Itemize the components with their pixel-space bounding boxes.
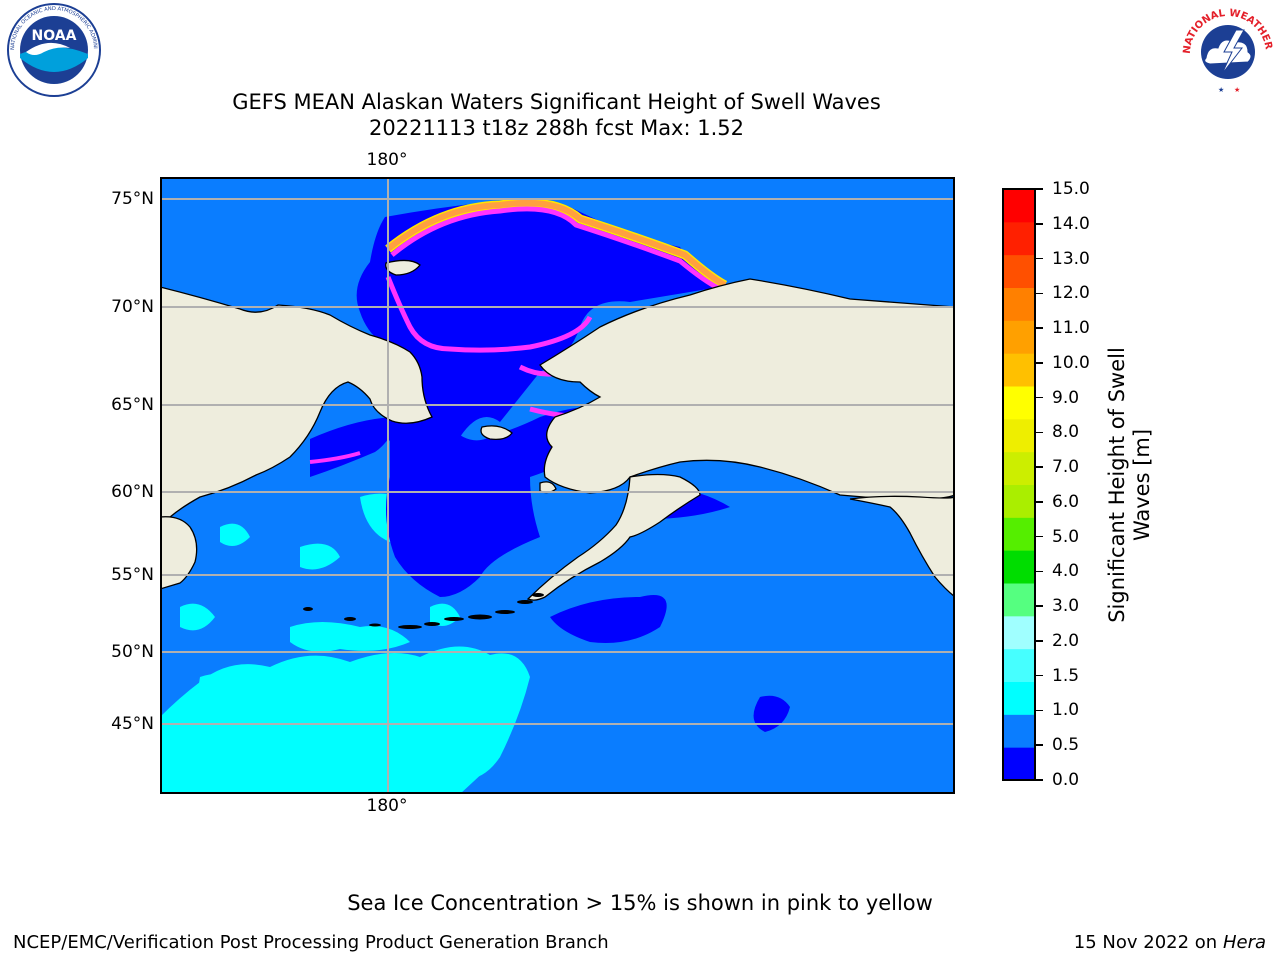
colorbar-tick-label: 15.0 [1052, 179, 1090, 199]
colorbar-tick-label: 6.0 [1052, 491, 1080, 512]
land-area [160, 259, 955, 601]
colorbar-bin [1003, 615, 1035, 650]
colorbar-tick-mark [1036, 362, 1043, 364]
map-panel [160, 177, 955, 794]
lat-label-70: 70°N [111, 297, 154, 317]
colorbar-tick-mark [1036, 640, 1043, 642]
org-credit: NCEP/EMC/Verification Post Processing Pr… [13, 932, 609, 953]
chart-title: GEFS MEAN Alaskan Waters Significant Hei… [232, 90, 881, 114]
colorbar-bin [1003, 681, 1035, 715]
colorbar [1002, 188, 1036, 781]
colorbar-tick-mark [1036, 466, 1043, 468]
colorbar-bin [1003, 648, 1035, 682]
colorbar-tick-label: 5.0 [1052, 526, 1080, 547]
colorbar-tick-mark [1036, 501, 1043, 503]
run-date: 15 Nov 2022 on Hera [1074, 932, 1266, 953]
colorbar-bin [1003, 189, 1035, 223]
lat-label-65: 65°N [111, 395, 154, 415]
colorbar-tick-label: 0.0 [1052, 770, 1080, 790]
colorbar-tick-label: 7.0 [1052, 457, 1080, 478]
colorbar-bin [1003, 714, 1035, 748]
colorbar-tick-mark [1036, 223, 1043, 225]
colorbar-tick-label: 4.0 [1052, 561, 1080, 582]
colorbar-bin [1003, 583, 1035, 617]
colorbar-tick-mark [1036, 605, 1043, 607]
colorbar-label-line1: Significant Height of Swell [1105, 347, 1129, 623]
lat-label-50: 50°N [111, 642, 154, 662]
colorbar-tick-label: 12.0 [1052, 283, 1090, 304]
colorbar-tick-label: 10.0 [1052, 352, 1090, 373]
colorbar-tick-mark [1036, 327, 1043, 329]
colorbar-tick-label: 14.0 [1052, 213, 1090, 234]
colorbar-bin [1003, 418, 1035, 453]
colorbar-bin [1003, 747, 1035, 781]
colorbar-tick-mark [1036, 744, 1043, 746]
colorbar-tick-label: 11.0 [1052, 318, 1090, 339]
colorbar-tick-label: 0.5 [1052, 735, 1080, 756]
colorbar-tick-mark [1036, 570, 1043, 573]
colorbar-tick-mark [1036, 396, 1043, 399]
colorbar-bin [1003, 353, 1035, 387]
colorbar-tick-label: 13.0 [1052, 248, 1090, 269]
colorbar-tick-label: 8.0 [1052, 422, 1080, 443]
run-machine: Hera [1222, 932, 1266, 953]
lat-label-45: 45°N [111, 714, 154, 734]
colorbar-bin [1003, 484, 1035, 518]
nws-logo: NATIONAL WEATHER SERVICE ★ ★ [1178, 2, 1274, 94]
run-date-text: 15 Nov 2022 on [1073, 932, 1218, 953]
colorbar-bin [1003, 221, 1035, 256]
colorbar-tick-mark [1036, 431, 1043, 434]
noaa-logo: NOAA NATIONAL OCEANIC AND ATMOSPHERIC AD… [4, 2, 101, 97]
colorbar-bin [1003, 451, 1035, 485]
colorbar-bin [1003, 320, 1035, 354]
colorbar-bin [1003, 254, 1035, 288]
svg-text:NOAA: NOAA [32, 28, 77, 44]
colorbar-tick-label: 1.5 [1052, 665, 1080, 686]
lon-label-bottom: 180° [366, 796, 408, 816]
lat-label-60: 60°N [111, 482, 154, 502]
sea-ice-note: Sea Ice Concentration > 15% is shown in … [347, 891, 933, 915]
colorbar-bin [1003, 517, 1035, 551]
colorbar-tick-label: 1.0 [1052, 700, 1080, 721]
colorbar-tick-label: 3.0 [1052, 596, 1080, 617]
colorbar-frame [1002, 188, 1036, 781]
colorbar-bin [1003, 386, 1035, 420]
colorbar-tick-mark [1036, 257, 1043, 260]
colorbar-tick-label: 9.0 [1052, 387, 1080, 408]
colorbar-bin [1003, 550, 1035, 584]
colorbar-tick-mark [1036, 779, 1043, 781]
colorbar-tick-label: 2.0 [1052, 630, 1080, 651]
lon-label-top: 180° [366, 150, 408, 170]
svg-text:★: ★ [1218, 86, 1224, 94]
colorbar-label-line2: Waves [m] [1130, 428, 1154, 542]
map-frame [160, 177, 955, 794]
colorbar-tick-mark [1036, 292, 1043, 295]
lat-label-55: 55°N [111, 565, 154, 585]
graticule [160, 177, 955, 794]
colorbar-tick-mark [1036, 674, 1043, 677]
colorbar-tick-mark [1036, 188, 1043, 190]
colorbar-tick-mark [1036, 709, 1043, 712]
chart-subtitle: 20221113 t18z 288h fcst Max: 1.52 [369, 116, 744, 140]
colorbar-bin [1003, 287, 1035, 321]
lat-label-75: 75°N [111, 189, 154, 209]
svg-text:★: ★ [1234, 86, 1240, 94]
aleutian-islands [303, 593, 544, 629]
colorbar-tick-mark [1036, 535, 1043, 538]
